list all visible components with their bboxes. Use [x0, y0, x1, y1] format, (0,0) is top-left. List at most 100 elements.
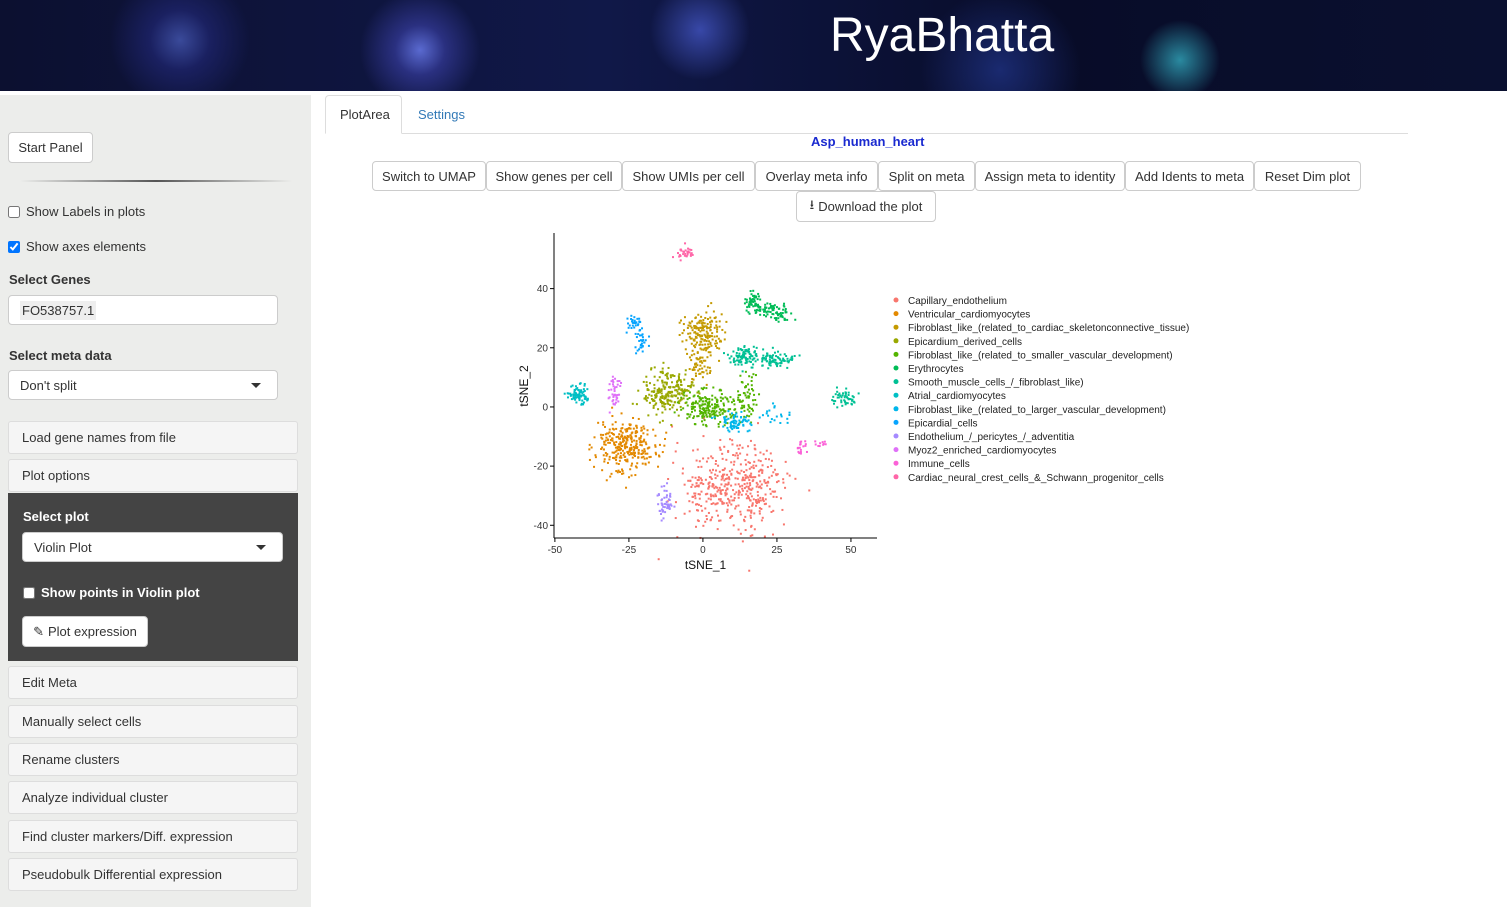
point — [696, 402, 699, 405]
point — [750, 509, 753, 512]
point — [665, 494, 668, 497]
point — [707, 487, 710, 490]
point — [646, 447, 649, 450]
point — [759, 469, 762, 472]
point — [665, 381, 668, 384]
point — [765, 360, 768, 363]
point — [699, 364, 702, 367]
reset-dim-plot-button[interactable]: Reset Dim plot — [1254, 161, 1361, 191]
point — [677, 414, 680, 417]
point — [736, 354, 739, 357]
point — [719, 420, 722, 423]
point — [757, 501, 760, 504]
point — [716, 486, 719, 489]
gene-chip[interactable]: FO538757.1 — [20, 300, 97, 320]
plot-options-panel[interactable]: Plot options — [8, 459, 298, 492]
point — [578, 399, 581, 402]
show-points-input[interactable] — [23, 586, 35, 599]
select-genes-input[interactable]: FO538757.1 — [8, 295, 278, 325]
point — [691, 320, 694, 323]
point — [639, 344, 642, 347]
point — [723, 416, 726, 419]
start-panel-button[interactable]: Start Panel — [8, 132, 93, 163]
show-genes-per-cell-button[interactable]: Show genes per cell — [486, 161, 622, 191]
point — [654, 394, 657, 397]
point — [773, 317, 776, 320]
point — [634, 446, 637, 449]
legend-key — [893, 419, 899, 425]
download-plot-button[interactable]: ⭳ Download the plot — [796, 191, 936, 222]
point — [727, 417, 730, 420]
point — [640, 453, 643, 456]
show-labels-checkbox[interactable]: Show Labels in plots — [8, 204, 145, 219]
point — [724, 419, 727, 422]
point — [700, 387, 703, 390]
load-gene-names-panel[interactable]: Load gene names from file — [8, 421, 298, 454]
select-meta-dropdown[interactable]: Don't split — [8, 370, 278, 400]
point — [857, 392, 860, 395]
point — [745, 497, 748, 500]
point — [691, 403, 694, 406]
panel-rename-clusters[interactable]: Rename clusters — [8, 743, 298, 776]
show-points-checkbox[interactable]: Show points in Violin plot — [23, 585, 200, 600]
point — [658, 509, 661, 512]
point — [758, 507, 761, 510]
select-plot-dropdown[interactable]: Violin Plot — [22, 532, 283, 562]
show-labels-input[interactable] — [8, 205, 20, 218]
show-axes-checkbox[interactable]: Show axes elements — [8, 239, 146, 254]
point — [694, 346, 697, 349]
panel-manually-select-cells[interactable]: Manually select cells — [8, 705, 298, 738]
split-on-meta-button[interactable]: Split on meta — [878, 161, 975, 191]
point — [637, 456, 640, 459]
panel-find-cluster-markers-diff-expression[interactable]: Find cluster markers/Diff. expression — [8, 820, 298, 853]
point — [608, 396, 611, 399]
point — [707, 404, 710, 407]
point — [611, 415, 614, 418]
point — [768, 363, 771, 366]
point — [823, 440, 826, 443]
point — [691, 349, 694, 352]
point — [653, 366, 656, 369]
point — [790, 312, 793, 315]
point — [682, 393, 685, 396]
add-idents-to-meta-button[interactable]: Add Idents to meta — [1125, 161, 1254, 191]
point — [735, 411, 738, 414]
point — [778, 307, 781, 310]
point — [778, 357, 781, 360]
point — [614, 444, 617, 447]
point — [841, 404, 844, 407]
switch-to-umap-button[interactable]: Switch to UMAP — [372, 161, 486, 191]
point — [714, 406, 717, 409]
point — [661, 504, 664, 507]
point — [602, 421, 605, 424]
panel-edit-meta[interactable]: Edit Meta — [8, 666, 298, 699]
point — [578, 393, 581, 396]
point — [652, 406, 655, 409]
show-umis-per-cell-button[interactable]: Show UMIs per cell — [622, 161, 755, 191]
series-4 — [673, 370, 761, 428]
point — [794, 318, 797, 321]
point — [705, 400, 708, 403]
point — [730, 421, 733, 424]
point — [655, 394, 658, 397]
point — [731, 439, 734, 442]
tab-plotarea[interactable]: PlotArea — [325, 95, 402, 134]
overlay-meta-info-button[interactable]: Overlay meta info — [755, 161, 878, 191]
panel-pseudobulk-differential-expression[interactable]: Pseudobulk Differential expression — [8, 858, 298, 891]
point — [779, 314, 782, 317]
point — [845, 387, 848, 390]
point — [690, 407, 693, 410]
tab-settings[interactable]: Settings — [418, 106, 465, 122]
show-axes-input[interactable] — [8, 240, 20, 253]
point — [769, 356, 772, 359]
assign-meta-to-identity-button[interactable]: Assign meta to identity — [975, 161, 1125, 191]
point — [761, 464, 764, 467]
point — [705, 335, 708, 338]
point — [759, 496, 762, 499]
panel-analyze-individual-cluster[interactable]: Analyze individual cluster — [8, 781, 298, 814]
point — [765, 306, 768, 309]
plot-expression-button[interactable]: ✎ Plot expression — [22, 616, 148, 647]
point — [727, 476, 730, 479]
point — [612, 385, 615, 388]
point — [753, 357, 756, 360]
